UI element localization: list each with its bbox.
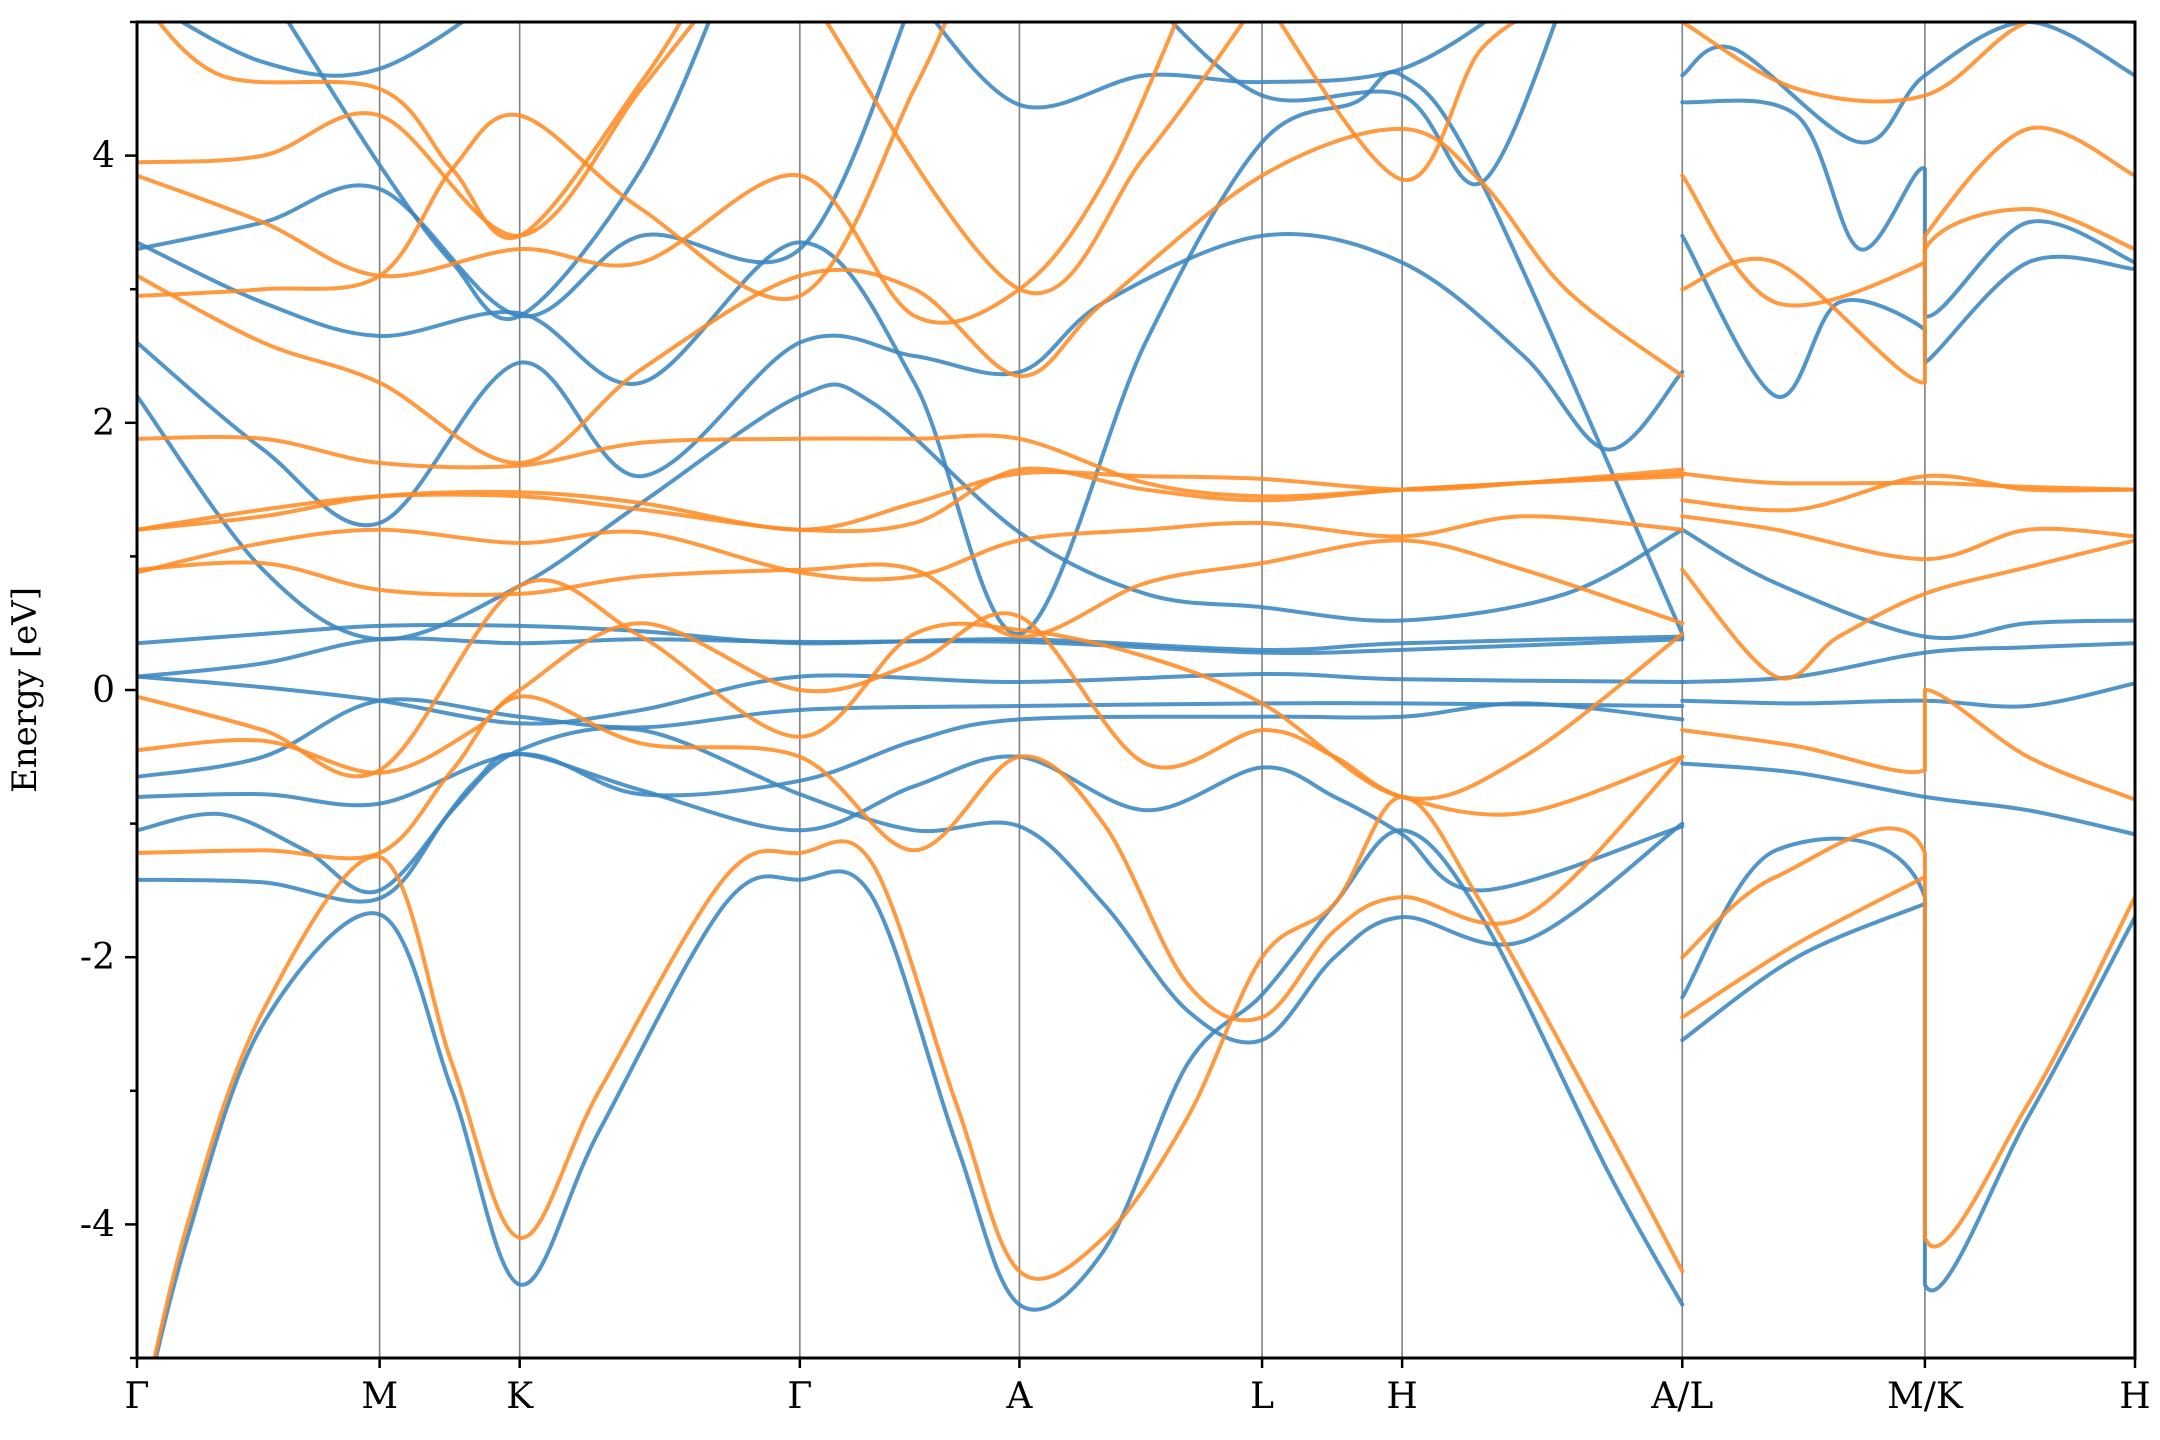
x-tick-label: H [2119, 1376, 2150, 1417]
band-line [137, 22, 948, 302]
y-tick-label: -4 [80, 1204, 115, 1245]
band-line [824, 22, 1246, 296]
y-tick-label: 2 [92, 403, 115, 444]
band-line [137, 726, 1685, 1045]
band-line [1680, 233, 2135, 399]
band-line [137, 70, 1685, 636]
band-line [1680, 688, 2135, 802]
y-axis-title: Energy [eV] [5, 587, 45, 793]
band-line [153, 828, 1685, 1358]
band-line [137, 126, 1685, 465]
band-line [1680, 22, 2135, 145]
band-line [1680, 538, 2135, 681]
band-line [1680, 98, 2135, 319]
band-line [178, 22, 466, 78]
band-line [137, 538, 1685, 639]
y-tick-label: 0 [92, 670, 115, 711]
band-line [1680, 473, 2135, 513]
x-tick-label: Γ [125, 1376, 150, 1417]
high-symmetry-lines [136, 22, 2136, 1358]
band-line [137, 514, 1685, 582]
band-line [137, 382, 1685, 642]
band-line [137, 22, 1179, 325]
band-line [1680, 761, 2135, 837]
x-tick-label: L [1250, 1376, 1274, 1417]
band-line [285, 22, 712, 321]
band-line [1680, 901, 1927, 1042]
x-tick-label: M [361, 1376, 398, 1417]
band-series-1 [137, 22, 2135, 1358]
band-line [1680, 207, 2135, 385]
x-tick-label: A [1005, 1376, 1033, 1417]
band-series-2 [137, 22, 2135, 1358]
band-line [137, 433, 1685, 499]
band-line [933, 22, 1489, 110]
band-line [1680, 641, 2135, 684]
band-lines [137, 22, 2135, 1358]
band-line [137, 701, 1685, 808]
band-line [1680, 471, 2135, 492]
plot-frame [135, 20, 2137, 1360]
x-axis: Γ M K Γ A L H A/L M/K H [125, 1358, 2151, 1417]
band-line [1680, 836, 2135, 1293]
x-tick-label: A/L [1650, 1376, 1713, 1417]
band-line [1680, 527, 2135, 641]
band-line [1680, 826, 2135, 1249]
y-tick-label: 4 [92, 136, 115, 177]
band-line [1277, 22, 1519, 182]
band-line [137, 671, 1685, 726]
band-line [137, 694, 1685, 1023]
band-line [137, 22, 697, 238]
band-line [156, 22, 683, 240]
band-line [137, 752, 1685, 895]
x-tick-label: H [1386, 1376, 1417, 1417]
band-line [1680, 681, 2135, 709]
band-line [137, 467, 1685, 532]
y-axis: -4 -2 0 2 4 [80, 20, 137, 1360]
band-line [1680, 514, 2135, 562]
y-tick-label: -2 [80, 937, 115, 978]
x-tick-label: K [506, 1376, 534, 1417]
band-line [137, 636, 1685, 679]
x-tick-label: M/K [1887, 1376, 1964, 1417]
band-line [137, 466, 1685, 534]
band-line [137, 22, 907, 319]
band-line [1680, 22, 2135, 104]
band-line [1169, 22, 1558, 187]
band-line [1680, 875, 1927, 1020]
x-tick-label: Γ [787, 1376, 812, 1417]
band-line [137, 232, 1685, 528]
band-line [137, 578, 1685, 801]
band-line [137, 697, 1685, 779]
